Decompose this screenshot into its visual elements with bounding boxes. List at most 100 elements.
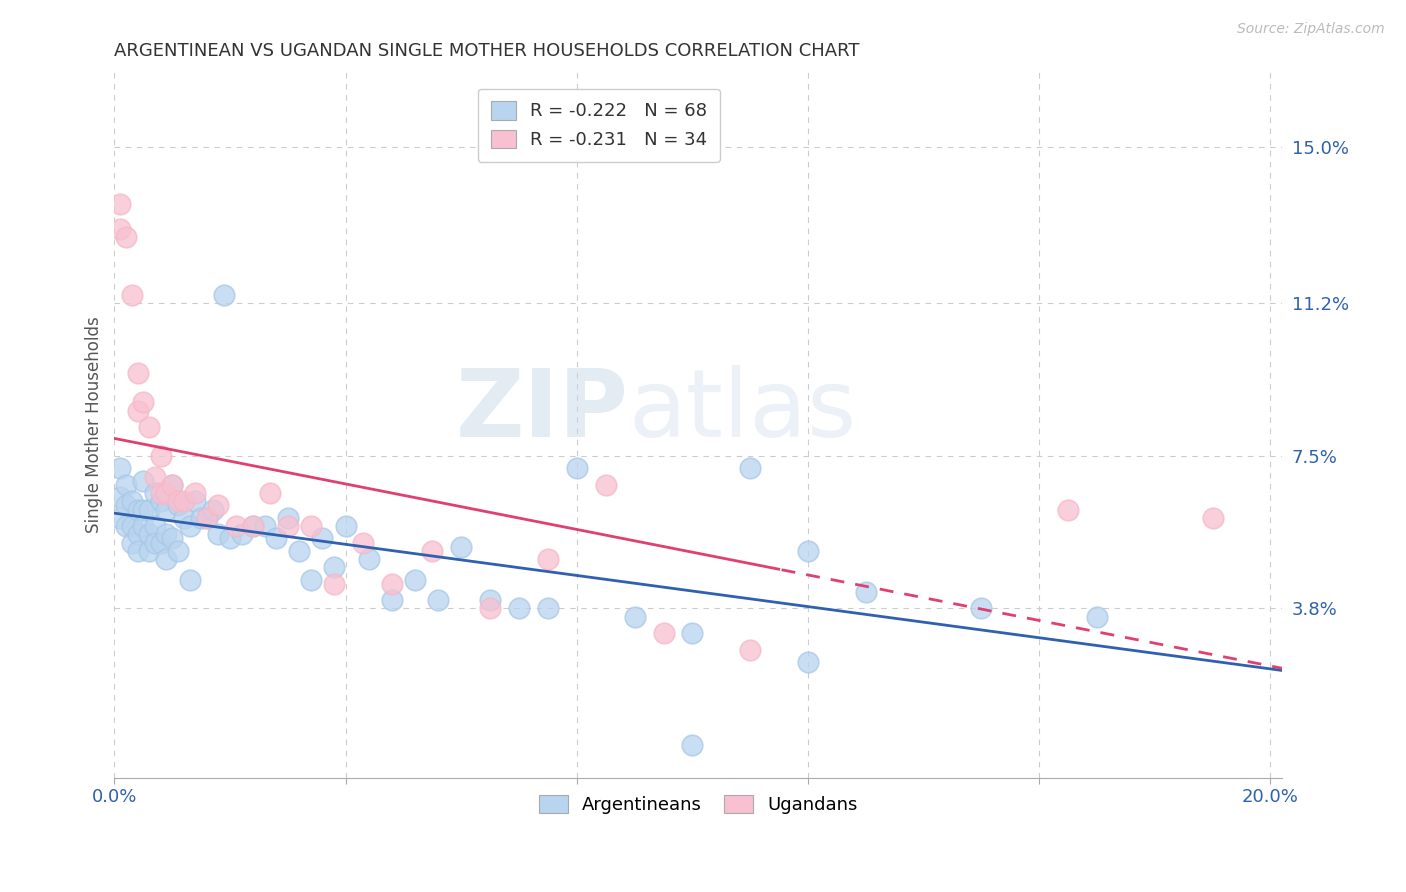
Point <box>167 494 190 508</box>
Point <box>160 532 183 546</box>
Point <box>143 535 166 549</box>
Point <box>681 738 703 752</box>
Point <box>190 510 212 524</box>
Point <box>219 532 242 546</box>
Point <box>207 527 229 541</box>
Point <box>127 527 149 541</box>
Point <box>155 527 177 541</box>
Point <box>108 222 131 236</box>
Point <box>179 519 201 533</box>
Point <box>115 499 138 513</box>
Point <box>138 502 160 516</box>
Point <box>357 552 380 566</box>
Point <box>143 469 166 483</box>
Point <box>479 601 502 615</box>
Point <box>299 519 322 533</box>
Point <box>115 519 138 533</box>
Point <box>195 510 218 524</box>
Point <box>155 486 177 500</box>
Point <box>537 601 560 615</box>
Point <box>149 494 172 508</box>
Point <box>155 552 177 566</box>
Point <box>138 543 160 558</box>
Point <box>1085 609 1108 624</box>
Point <box>115 477 138 491</box>
Point <box>195 510 218 524</box>
Point <box>855 585 877 599</box>
Point <box>115 230 138 244</box>
Point <box>167 543 190 558</box>
Point <box>212 288 235 302</box>
Point <box>740 461 762 475</box>
Point <box>108 197 131 211</box>
Point <box>311 532 333 546</box>
Point <box>323 576 346 591</box>
Point <box>132 474 155 488</box>
Point <box>242 519 264 533</box>
Point <box>207 499 229 513</box>
Point <box>127 403 149 417</box>
Point <box>132 395 155 409</box>
Y-axis label: Single Mother Households: Single Mother Households <box>86 317 103 533</box>
Text: Source: ZipAtlas.com: Source: ZipAtlas.com <box>1237 22 1385 37</box>
Point <box>143 519 166 533</box>
Point <box>121 494 143 508</box>
Point <box>264 532 287 546</box>
Point <box>149 449 172 463</box>
Point <box>155 502 177 516</box>
Point <box>537 552 560 566</box>
Point <box>277 510 299 524</box>
Point <box>108 461 131 475</box>
Point <box>108 510 131 524</box>
Point <box>259 486 281 500</box>
Point <box>565 461 588 475</box>
Point <box>381 593 404 607</box>
Point <box>335 519 357 533</box>
Point <box>595 477 617 491</box>
Point <box>121 519 143 533</box>
Point <box>127 367 149 381</box>
Point <box>381 576 404 591</box>
Point <box>201 502 224 516</box>
Point <box>149 535 172 549</box>
Point <box>127 502 149 516</box>
Point <box>121 535 143 549</box>
Point <box>121 288 143 302</box>
Point <box>797 655 820 669</box>
Point <box>173 510 195 524</box>
Point <box>404 573 426 587</box>
Point <box>242 519 264 533</box>
Text: ARGENTINEAN VS UGANDAN SINGLE MOTHER HOUSEHOLDS CORRELATION CHART: ARGENTINEAN VS UGANDAN SINGLE MOTHER HOU… <box>114 42 860 60</box>
Point <box>138 527 160 541</box>
Point <box>138 420 160 434</box>
Point <box>1057 502 1080 516</box>
Point <box>427 593 450 607</box>
Point <box>479 593 502 607</box>
Point <box>173 494 195 508</box>
Point <box>143 486 166 500</box>
Point <box>323 560 346 574</box>
Point <box>450 540 472 554</box>
Point <box>652 626 675 640</box>
Point <box>179 573 201 587</box>
Point <box>740 642 762 657</box>
Point <box>160 477 183 491</box>
Point <box>149 486 172 500</box>
Point <box>184 486 207 500</box>
Point <box>681 626 703 640</box>
Point <box>288 543 311 558</box>
Point <box>253 519 276 533</box>
Point <box>352 535 374 549</box>
Legend: Argentineans, Ugandans: Argentineans, Ugandans <box>529 784 869 825</box>
Text: ZIP: ZIP <box>456 365 628 457</box>
Point <box>184 494 207 508</box>
Point <box>132 502 155 516</box>
Point <box>108 490 131 504</box>
Point <box>167 499 190 513</box>
Point <box>970 601 993 615</box>
Point <box>132 519 155 533</box>
Point <box>225 519 247 533</box>
Text: atlas: atlas <box>628 365 856 457</box>
Point <box>420 543 443 558</box>
Point <box>623 609 645 624</box>
